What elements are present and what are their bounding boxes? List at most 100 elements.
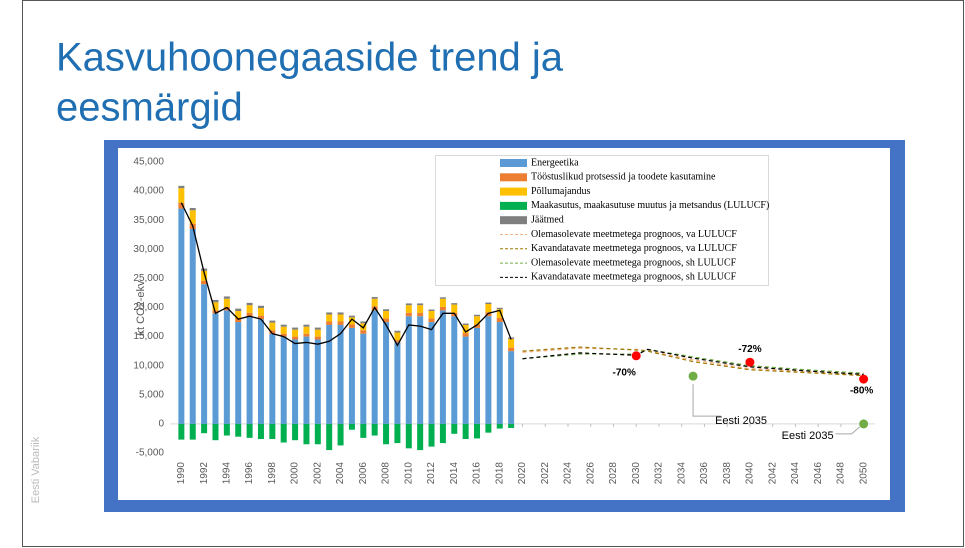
- bar-segment: [280, 333, 287, 337]
- bar-segment: [405, 423, 412, 449]
- legend-swatch: [500, 159, 527, 167]
- bar-segment: [223, 296, 230, 299]
- bar-segment: [348, 315, 355, 318]
- x-tick-label: 2006: [358, 462, 369, 485]
- bar-segment: [428, 318, 435, 323]
- bar-segment: [462, 336, 469, 424]
- x-tick-label: 2032: [654, 462, 665, 485]
- bar-segment: [360, 333, 367, 424]
- bar-segment: [451, 303, 458, 305]
- bar-segment: [383, 322, 390, 424]
- x-tick-label: 2000: [290, 462, 301, 485]
- annotation-dot: [688, 371, 698, 381]
- x-tick-label: 2030: [631, 462, 642, 485]
- bar-segment: [292, 327, 299, 330]
- bar-segment: [314, 327, 321, 330]
- bar-segment: [496, 309, 503, 318]
- bar-segment: [485, 304, 492, 313]
- bar-segment: [314, 423, 321, 445]
- bar-segment: [405, 312, 412, 317]
- bar-segment: [474, 314, 481, 317]
- slide-footer: Eesti Vabariik: [30, 436, 42, 503]
- bar-segment: [462, 323, 469, 325]
- bar-segment: [212, 299, 219, 303]
- y-tick-label: 10,000: [133, 360, 164, 371]
- annotation-dot: [745, 357, 755, 367]
- bar-segment: [405, 305, 412, 313]
- legend: Energeetika Tööstuslikud protsessid ja to…: [435, 155, 769, 286]
- x-tick-label: 2034: [676, 462, 687, 485]
- bar-segment: [257, 305, 264, 309]
- x-tick-label: 2048: [836, 462, 847, 485]
- bar-segment: [201, 423, 208, 434]
- bar-segment: [303, 423, 310, 445]
- bar-segment: [178, 208, 185, 424]
- annotation-dot: [859, 374, 869, 384]
- bar-segment: [508, 423, 515, 428]
- y-tick-label: 25,000: [133, 273, 164, 284]
- bar-segment: [178, 423, 185, 440]
- bar-segment: [485, 316, 492, 424]
- bar-segment: [303, 324, 310, 327]
- bar-segment: [257, 319, 264, 424]
- bar-segment: [235, 310, 242, 319]
- legend-label: Maakasutus, maakasutuse muutus ja metsan…: [531, 200, 769, 211]
- bar-segment: [189, 207, 196, 211]
- bar-segment: [394, 330, 401, 333]
- x-tick-label: 2042: [767, 462, 778, 485]
- bar-segment: [189, 423, 196, 440]
- bar-segment: [257, 423, 264, 440]
- bar-segment: [178, 188, 185, 203]
- legend-label: Jäätmed: [531, 214, 564, 225]
- bar-segment: [383, 423, 390, 445]
- bar-segment: [451, 423, 458, 434]
- annotation-label: -72%: [738, 344, 761, 355]
- x-tick-label: 2012: [426, 462, 437, 485]
- bar-segment: [269, 322, 276, 331]
- bar-segment: [394, 342, 401, 424]
- bar-segment: [439, 298, 446, 307]
- bar-segment: [474, 327, 481, 424]
- y-axis-label: kt CO2-ekv: [135, 280, 147, 336]
- bar-segment: [383, 310, 390, 319]
- bar-segment: [371, 297, 378, 299]
- annotation-label: -70%: [613, 367, 636, 378]
- x-tick-label: 2020: [517, 462, 528, 485]
- bar-segment: [326, 314, 333, 322]
- series-line: [522, 347, 864, 376]
- bar-segment: [383, 318, 390, 323]
- bar-segment: [303, 336, 310, 424]
- bar-segment: [428, 310, 435, 319]
- annotation-leader: [692, 384, 722, 417]
- bar-segment: [394, 332, 401, 341]
- bar-segment: [223, 298, 230, 307]
- bar-segment: [235, 322, 242, 424]
- bar-segment: [462, 333, 469, 337]
- bar-segment: [394, 423, 401, 444]
- bar-segment: [246, 312, 253, 317]
- slide-title: eesmärgid: [56, 86, 243, 130]
- bar-segment: [246, 302, 253, 306]
- bar-segment: [508, 347, 515, 352]
- bar-segment: [371, 310, 378, 424]
- bar-segment: [348, 317, 355, 325]
- x-tick-label: 2028: [608, 462, 619, 485]
- bar-segment: [189, 228, 196, 424]
- bar-segment: [235, 318, 242, 323]
- bar-segment: [474, 316, 481, 325]
- x-tick-label: 1994: [221, 462, 232, 485]
- bar-segment: [439, 306, 446, 311]
- bar-segment: [269, 423, 276, 440]
- x-tick-label: 2018: [494, 462, 505, 485]
- legend-swatch: [500, 173, 527, 182]
- bar-segment: [189, 210, 196, 224]
- annotation-leader: [835, 426, 860, 435]
- x-tick-label: 1998: [267, 462, 278, 485]
- bar-segment: [371, 298, 378, 307]
- x-tick-label: 2022: [540, 462, 551, 485]
- bar-segment: [360, 423, 367, 438]
- legend-label: Põllumajandus: [531, 186, 591, 197]
- bar-segment: [246, 423, 253, 438]
- bar-segment: [508, 338, 515, 348]
- series-line: [522, 346, 864, 377]
